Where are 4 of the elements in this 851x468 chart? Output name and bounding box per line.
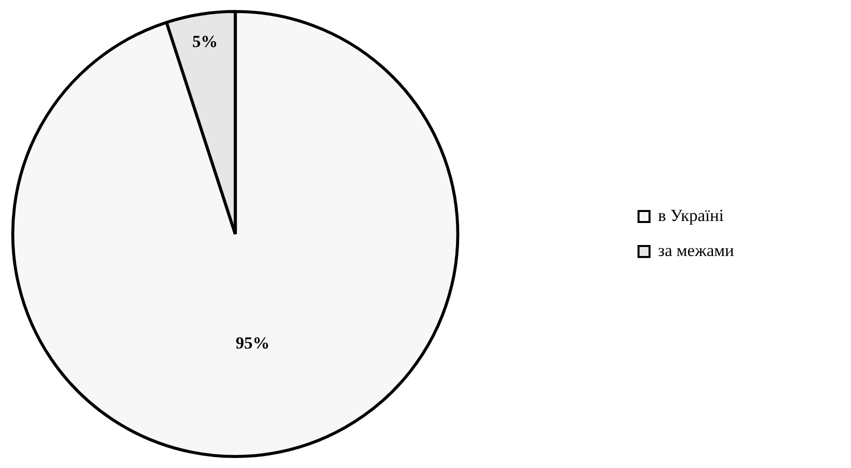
- data-label: 95%: [236, 333, 270, 352]
- legend-label: за межами: [658, 240, 734, 260]
- data-label: 5%: [192, 32, 218, 52]
- legend-label: в Україні: [658, 206, 724, 225]
